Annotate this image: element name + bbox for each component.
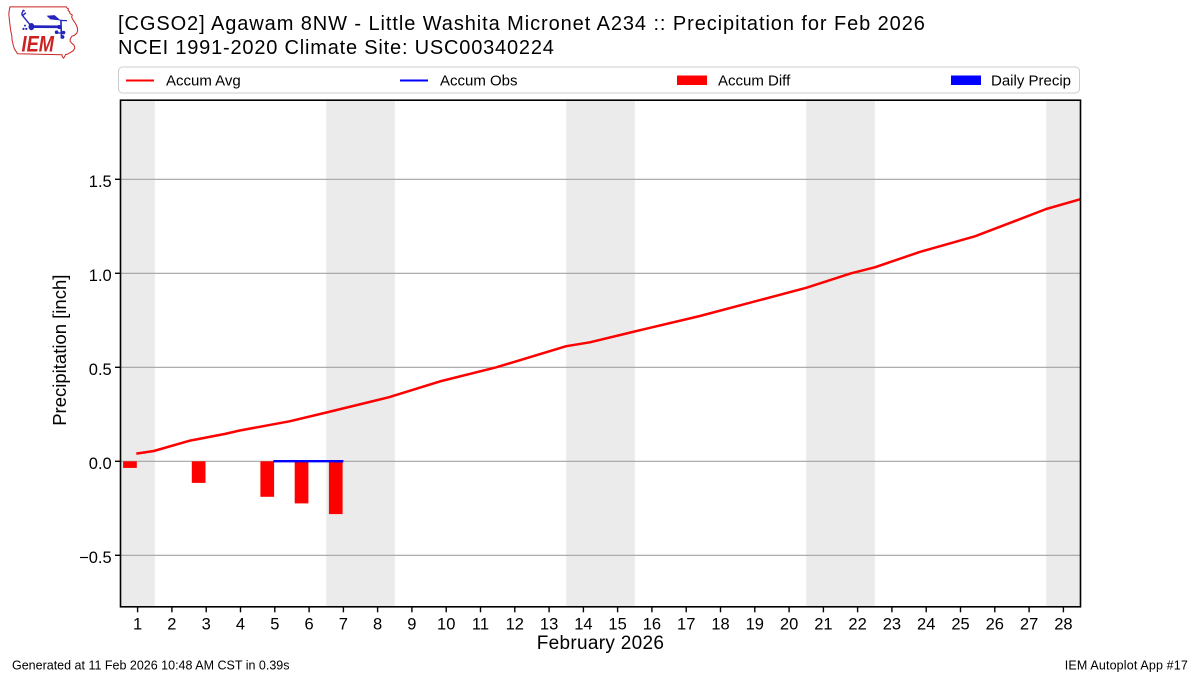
svg-text:12: 12 xyxy=(506,616,524,634)
svg-text:15: 15 xyxy=(608,616,626,634)
svg-text:IEM Autoplot App #17: IEM Autoplot App #17 xyxy=(1065,659,1188,673)
svg-text:21: 21 xyxy=(814,616,832,634)
svg-text:22: 22 xyxy=(848,616,866,634)
svg-text:26: 26 xyxy=(986,616,1004,634)
svg-text:13: 13 xyxy=(540,616,558,634)
svg-text:3: 3 xyxy=(202,616,211,634)
svg-text:23: 23 xyxy=(883,616,901,634)
svg-text:17: 17 xyxy=(677,616,695,634)
svg-text:[CGSO2] Agawam 8NW - Little Wa: [CGSO2] Agawam 8NW - Little Washita Micr… xyxy=(118,13,926,35)
svg-text:28: 28 xyxy=(1054,616,1072,634)
svg-text:1.5: 1.5 xyxy=(89,173,112,191)
svg-text:−0.5: −0.5 xyxy=(79,549,112,567)
svg-text:2: 2 xyxy=(167,616,176,634)
svg-text:Accum Avg: Accum Avg xyxy=(166,73,241,90)
svg-text:Accum Obs: Accum Obs xyxy=(440,73,518,90)
svg-text:Accum Diff: Accum Diff xyxy=(718,73,791,90)
svg-text:Daily Precip: Daily Precip xyxy=(991,73,1071,90)
svg-text:1: 1 xyxy=(133,616,142,634)
svg-text:0.5: 0.5 xyxy=(89,361,112,379)
svg-text:25: 25 xyxy=(951,616,969,634)
svg-text:20: 20 xyxy=(780,616,798,634)
svg-text:0.0: 0.0 xyxy=(89,455,112,473)
svg-text:Generated at 11 Feb 2026 10:48: Generated at 11 Feb 2026 10:48 AM CST in… xyxy=(12,659,290,673)
svg-text:NCEI 1991-2020 Climate Site: U: NCEI 1991-2020 Climate Site: USC00340224 xyxy=(118,37,555,59)
svg-text:1.0: 1.0 xyxy=(89,267,112,285)
svg-text:IEM: IEM xyxy=(22,32,55,57)
svg-text:8: 8 xyxy=(373,616,382,634)
svg-text:5: 5 xyxy=(270,616,279,634)
svg-text:11: 11 xyxy=(472,616,489,634)
svg-text:10: 10 xyxy=(437,616,455,634)
svg-text:4: 4 xyxy=(236,616,245,634)
svg-text:6: 6 xyxy=(305,616,314,634)
svg-text:Precipitation [inch]: Precipitation [inch] xyxy=(49,275,70,426)
svg-text:14: 14 xyxy=(574,616,592,634)
svg-text:7: 7 xyxy=(339,616,348,634)
svg-text:27: 27 xyxy=(1020,616,1038,634)
svg-text:16: 16 xyxy=(643,616,661,634)
svg-text:18: 18 xyxy=(711,616,729,634)
svg-text:9: 9 xyxy=(407,616,416,634)
svg-text:February 2026: February 2026 xyxy=(537,633,664,654)
svg-text:19: 19 xyxy=(746,616,764,634)
svg-text:24: 24 xyxy=(917,616,935,634)
